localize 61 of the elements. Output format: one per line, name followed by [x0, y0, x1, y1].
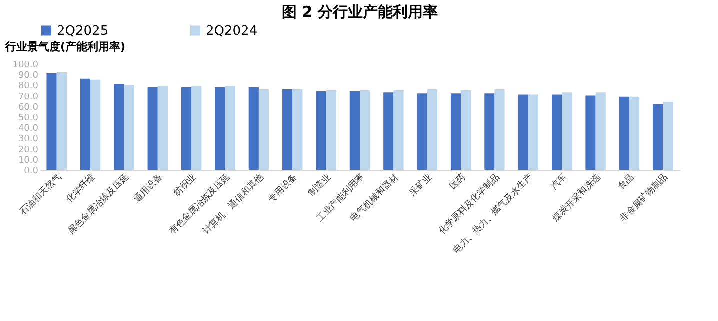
bar [192, 86, 202, 170]
bar [518, 94, 528, 170]
bar [394, 90, 404, 170]
y-tick-label: 10.0 [18, 156, 39, 166]
x-tick-label: 采矿业 [408, 172, 434, 199]
bar [350, 92, 360, 170]
x-tick-label: 专用设备 [266, 172, 300, 206]
bar [596, 92, 606, 170]
x-tick-label: 汽车 [548, 172, 570, 192]
bar [158, 86, 168, 170]
bar [562, 92, 572, 170]
bar [653, 104, 664, 170]
y-tick-label: 60.0 [18, 102, 39, 113]
y-tick-label: 20.0 [18, 145, 39, 156]
bar [215, 87, 226, 170]
bar [282, 89, 293, 170]
bar [552, 94, 562, 170]
bar [663, 102, 674, 170]
y-tick-label: 100.0 [12, 60, 39, 70]
bar [586, 96, 596, 170]
bar [292, 89, 303, 170]
chart-title: 图 2 分行业产能利用率 [282, 3, 438, 21]
x-tick-label: 纺织业 [172, 172, 199, 199]
bar [629, 96, 640, 170]
bar [248, 87, 259, 170]
y-tick-label: 50.0 [18, 114, 39, 124]
bar [225, 86, 236, 170]
bar [56, 72, 67, 170]
x-tick-label: 通用设备 [132, 172, 165, 206]
bar [80, 78, 91, 170]
bar [384, 92, 394, 170]
bar [316, 92, 326, 170]
bar [258, 89, 270, 170]
bar [148, 87, 158, 170]
bar [494, 89, 505, 170]
y-tick-label: 80.0 [18, 82, 39, 92]
bar [484, 94, 495, 170]
x-tick-label: 医药 [448, 172, 468, 192]
bar [427, 89, 438, 170]
y-tick-label: 70.0 [18, 92, 39, 102]
x-tick-label: 食品 [616, 172, 637, 192]
legend-label: 2Q2025 [57, 24, 109, 39]
bar [528, 94, 539, 170]
y-tick-label: 40.0 [18, 124, 39, 134]
bar [181, 87, 192, 170]
bar [90, 80, 101, 170]
y-tick-label: 90.0 [18, 71, 39, 82]
bar [450, 94, 462, 170]
bar [619, 96, 630, 170]
bar [114, 84, 124, 170]
y-tick-label: 0.0 [24, 166, 39, 176]
bar [124, 85, 134, 170]
bar [360, 90, 370, 170]
y-axis-title: 行业景气度(产能利用率) [4, 40, 126, 54]
bar [46, 74, 57, 170]
bar [326, 90, 336, 170]
legend-label: 2Q2024 [206, 24, 258, 39]
y-tick-label: 30.0 [18, 134, 39, 145]
bar [417, 94, 428, 170]
bar [461, 90, 472, 170]
x-tick-label: 制造业 [306, 172, 334, 199]
